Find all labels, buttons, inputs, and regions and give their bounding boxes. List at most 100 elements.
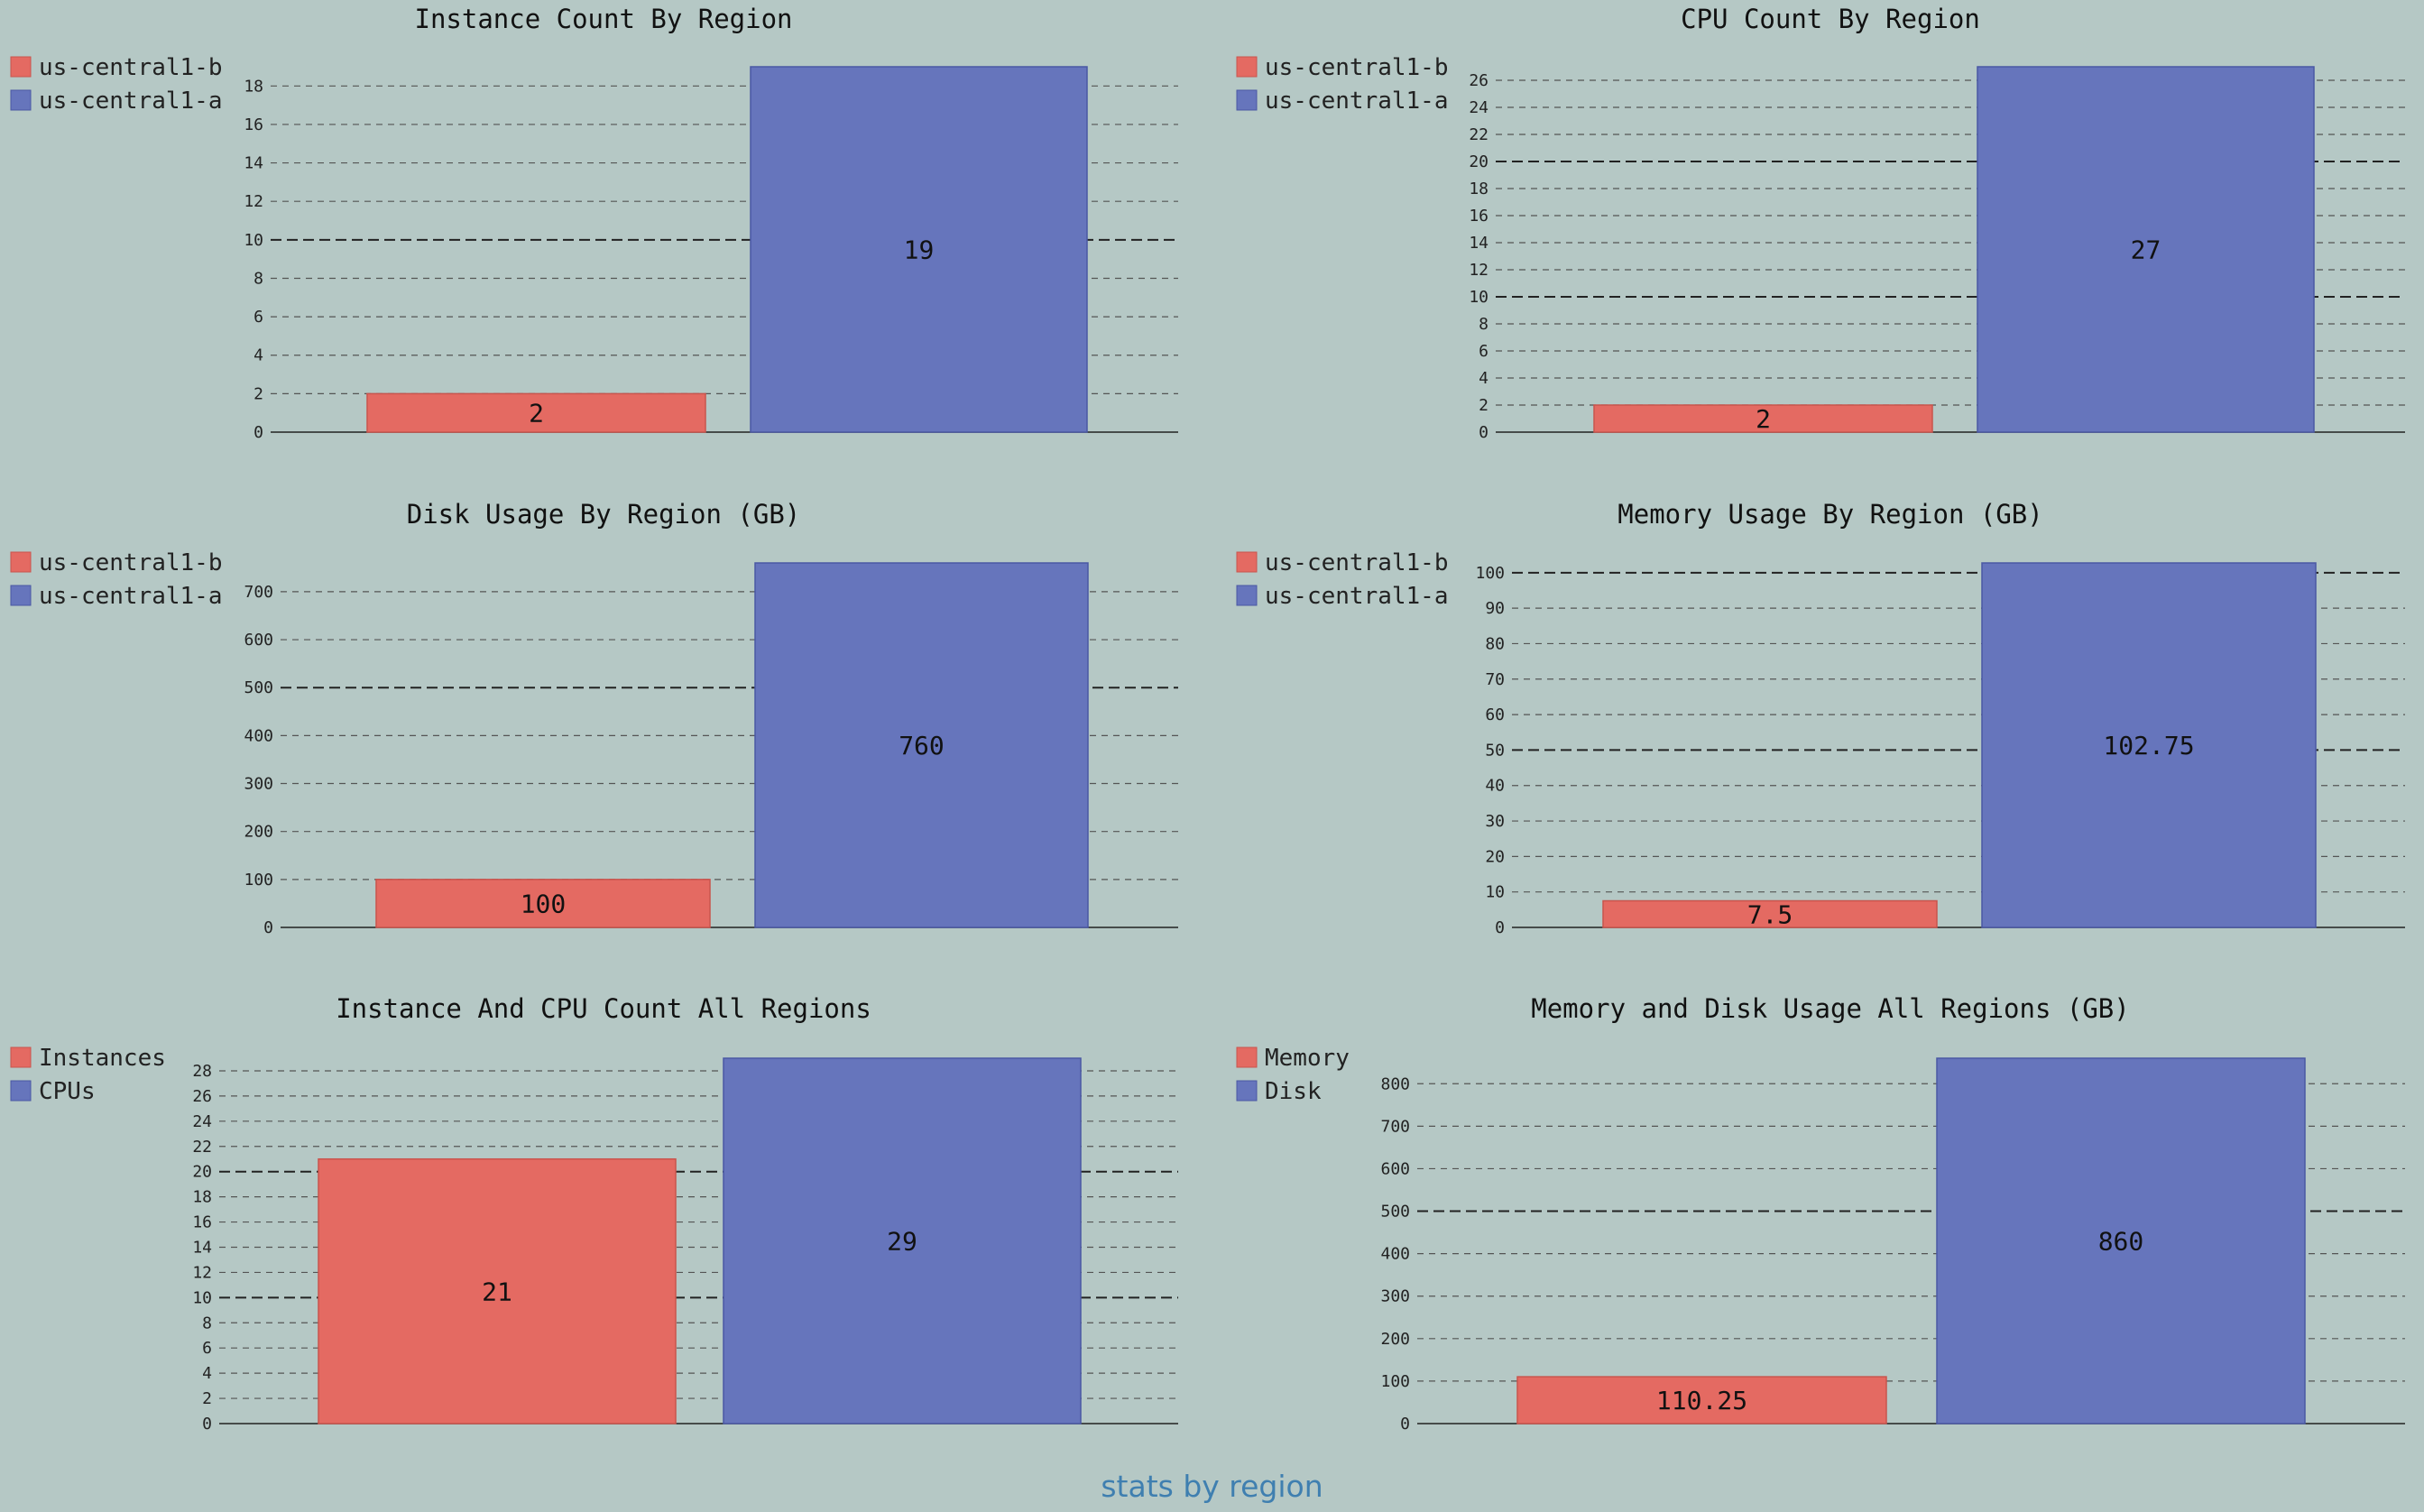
y-tick-label: 30 [1485,812,1505,831]
legend-swatch-2 [10,89,32,111]
y-tick-label: 16 [244,115,263,134]
y-tick-label: 12 [192,1263,212,1282]
y-tick-label: 90 [1485,599,1505,618]
bar-CPUs [723,1057,1082,1424]
y-tick-label: 500 [244,678,273,697]
legend-label-2: us-central1-a [39,88,223,115]
chart-title: Instance Count By Region [414,4,792,34]
y-tick-label: 8 [202,1314,212,1332]
chart-title: Instance And CPU Count All Regions [336,993,871,1024]
legend-label-1: us-central1-b [39,54,223,81]
chart-panel-5: Instance And CPU Count All Regions Instan… [10,993,1178,1434]
y-tick-label: 2 [1479,396,1489,415]
chart-title: Memory Usage By Region (GB) [1618,499,2042,530]
legend-label-1: Memory [1265,1045,1350,1072]
bar-us-central1-b [1602,899,1938,928]
legend-swatch-1 [10,56,32,78]
bar-Memory [1516,1376,1887,1424]
y-tick-label: 16 [1469,207,1489,226]
y-tick-label: 70 [1485,670,1505,689]
y-tick-label: 24 [1469,98,1489,117]
legend-swatch-1 [1236,56,1258,78]
y-tick-label: 0 [202,1415,212,1434]
bar-value-label: 27 [2131,235,2161,265]
y-tick-label: 24 [192,1112,212,1131]
chart-panel-6: Memory and Disk Usage All Regions (GB) Me… [1236,993,2405,1434]
y-tick-label: 14 [1469,234,1489,253]
y-tick-label: 18 [244,77,263,96]
y-tick-label: 40 [1485,777,1505,796]
y-tick-label: 12 [1469,261,1489,280]
chart-title: CPU Count By Region [1681,4,1980,34]
y-tick-label: 2 [202,1389,212,1408]
legend-label-2: us-central1-a [39,583,223,610]
bar-us-central1-b [1593,404,1933,433]
chart-panel-2: CPU Count By Region us-central1-b us-centr… [1236,4,2405,442]
charts-canvas: Instance Count By Region us-central1-b us-… [10,4,2405,1434]
y-tick-label: 300 [1380,1287,1410,1306]
y-tick-label: 20 [192,1163,212,1182]
bar-us-central1-b [366,392,706,433]
y-tick-label: 80 [1485,634,1505,653]
bar-us-central1-a [1981,562,2317,928]
y-tick-label: 14 [192,1238,212,1257]
bar-Instances [318,1157,677,1424]
y-tick-label: 20 [1485,847,1505,866]
bar-value-label: 29 [887,1227,917,1257]
bar-value-label: 7.5 [1747,899,1793,929]
y-tick-label: 0 [253,423,263,442]
legend-label-1: us-central1-b [1265,549,1449,576]
chart-panel-1: Instance Count By Region us-central1-b us-… [10,4,1178,442]
chart-panel-4: Memory Usage By Region (GB) us-central1-b… [1236,499,2405,937]
legend-label-1: us-central1-b [39,549,223,576]
y-tick-label: 4 [202,1364,212,1383]
y-tick-label: 8 [1479,315,1489,334]
legend-swatch-1 [1236,551,1258,573]
bar-us-central1-b [375,879,711,928]
y-tick-label: 10 [1469,288,1489,307]
y-tick-label: 800 [1380,1074,1410,1093]
legend-label-2: Disk [1265,1078,1322,1105]
legend-swatch-2 [1236,89,1258,111]
y-tick-label: 10 [1485,883,1505,902]
y-tick-label: 500 [1380,1203,1410,1222]
bar-value-label: 21 [482,1277,512,1306]
y-tick-label: 10 [244,231,263,250]
legend-swatch-1 [1236,1046,1258,1068]
y-tick-label: 700 [244,583,273,602]
bar-value-label: 100 [521,889,567,918]
legend-swatch-2 [1236,1080,1258,1102]
y-tick-label: 400 [244,726,273,745]
legend-swatch-2 [10,1080,32,1102]
legend-swatch-1 [10,1046,32,1068]
y-tick-label: 18 [1469,180,1489,198]
y-tick-label: 0 [1400,1415,1410,1434]
y-tick-label: 6 [253,308,263,327]
y-tick-label: 600 [244,631,273,650]
y-tick-label: 20 [1469,152,1489,171]
y-tick-label: 100 [244,871,273,890]
bar-value-label: 860 [2098,1227,2144,1257]
bar-us-central1-a [1977,66,2315,433]
y-tick-label: 6 [1479,342,1489,361]
legend-label-2: us-central1-a [1265,583,1449,610]
chart-title: Memory and Disk Usage All Regions (GB) [1531,993,2129,1024]
legend-label-2: CPUs [39,1078,96,1105]
bar-value-label: 2 [529,399,544,429]
bar-value-label: 102.75 [2103,731,2194,761]
y-tick-label: 22 [1469,125,1489,144]
chart-panel-3: Disk Usage By Region (GB) us-central1-b us… [10,499,1178,937]
bar-value-label: 2 [1756,404,1771,434]
y-tick-label: 16 [192,1213,212,1232]
y-tick-label: 10 [192,1288,212,1307]
y-tick-label: 22 [192,1138,212,1157]
y-tick-label: 200 [1380,1330,1410,1349]
chart-title: Disk Usage By Region (GB) [407,499,801,530]
y-tick-label: 100 [1475,564,1505,583]
y-tick-label: 400 [1380,1245,1410,1264]
legend-label-1: Instances [39,1045,166,1072]
y-tick-label: 8 [253,269,263,288]
bar-value-label: 760 [899,731,945,761]
y-tick-label: 200 [244,823,273,842]
y-tick-label: 18 [192,1188,212,1207]
